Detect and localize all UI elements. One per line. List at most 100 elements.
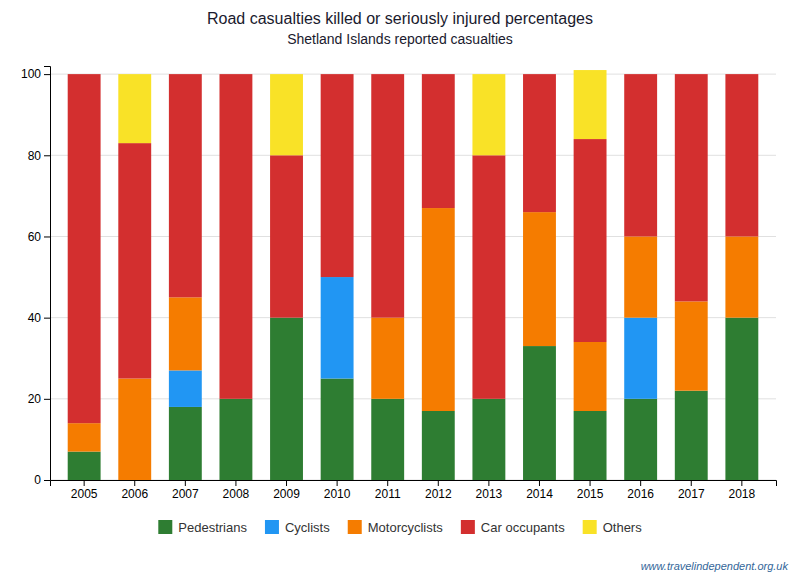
bar-segment	[574, 342, 607, 411]
bar-segment	[624, 236, 657, 317]
bar-segment	[270, 318, 303, 480]
tick: 2011	[375, 480, 401, 501]
grid	[50, 74, 776, 480]
bar-segment	[270, 74, 303, 155]
tick-label: 0	[34, 473, 41, 487]
bar-segment	[422, 411, 455, 480]
legend-label: Pedestrians	[178, 520, 247, 535]
x-axis: 2005200620072008200920102011201220132014…	[51, 480, 777, 501]
tick-label: 2007	[172, 487, 199, 501]
tick-mark	[44, 480, 50, 481]
bar-segment	[523, 212, 556, 346]
tick-mark	[84, 480, 85, 486]
tick-label: 2010	[324, 487, 351, 501]
bar-segment	[523, 74, 556, 75]
tick-label: 2017	[678, 487, 705, 501]
tick: 2010	[324, 480, 351, 501]
axis-line	[51, 481, 777, 487]
bar-segment	[219, 399, 252, 480]
y-axis: 020406080100	[21, 67, 51, 488]
bar-segment	[574, 411, 607, 480]
tick-label: 2008	[223, 487, 250, 501]
grid-line	[50, 155, 776, 156]
tick-label: 2009	[273, 487, 300, 501]
tick: 60	[28, 230, 50, 244]
legend-swatch	[265, 520, 279, 534]
tick: 2009	[273, 480, 300, 501]
axis-line	[44, 67, 51, 481]
bar-segment	[574, 70, 607, 139]
tick: 2005	[71, 480, 98, 501]
tick-label: 40	[28, 311, 42, 325]
bar-segment	[118, 379, 151, 480]
bar-segment	[422, 74, 455, 208]
bar-segment	[371, 74, 404, 75]
legend-item: Motorcyclists	[348, 520, 444, 535]
bar-segment	[574, 139, 607, 342]
legend-swatch	[583, 520, 597, 534]
tick: 80	[28, 149, 50, 163]
tick: 2012	[425, 480, 452, 501]
tick-mark	[691, 480, 692, 486]
bar-segment	[68, 452, 101, 480]
bar-segment	[118, 143, 151, 378]
tick: 40	[28, 311, 50, 325]
chart-svg: Road casualties killed or seriously inju…	[0, 0, 800, 580]
bar-segment	[472, 74, 505, 155]
bar-segment	[371, 399, 404, 480]
bar-segment	[675, 301, 708, 390]
tick: 2014	[526, 480, 553, 501]
bar-segment	[68, 74, 101, 423]
tick-label: 2016	[627, 487, 654, 501]
bar-segment	[371, 74, 404, 318]
bar-segment	[371, 318, 404, 399]
tick-mark	[438, 480, 439, 486]
bar-segment	[321, 74, 354, 277]
legend-swatch	[348, 520, 362, 534]
tick: 2007	[172, 480, 199, 501]
tick: 2016	[627, 480, 654, 501]
tick-mark	[44, 318, 50, 319]
bar-segment	[219, 74, 252, 399]
tick-mark	[185, 480, 186, 486]
legend-item: Pedestrians	[158, 520, 247, 535]
tick: 0	[34, 473, 50, 487]
bar-segment	[422, 74, 455, 75]
bar-segment	[624, 399, 657, 480]
tick-mark	[44, 155, 50, 156]
bar-segment	[472, 399, 505, 480]
tick-mark	[44, 399, 50, 400]
legend-item: Cyclists	[265, 520, 330, 535]
legend-swatch	[461, 520, 475, 534]
bar-segment	[169, 74, 202, 75]
annotation: www.travelindependent.org.uk	[641, 560, 789, 572]
bar-segment	[523, 346, 556, 480]
bar-segment	[68, 74, 101, 75]
bar-segment	[725, 318, 758, 480]
bar-segment	[422, 208, 455, 411]
legend: Pedestrians Cyclists Motorcyclists Car occu…	[158, 520, 642, 535]
subtitle: Shetland Islands reported casualties	[287, 31, 513, 47]
tick-label: 80	[28, 149, 42, 163]
tick-mark	[134, 480, 135, 486]
bar-segment	[624, 74, 657, 236]
tick: 2008	[223, 480, 250, 501]
bar-segment	[523, 74, 556, 212]
bar-segment	[169, 297, 202, 370]
tick-label: 2011	[375, 487, 401, 501]
legend-item: Car occupants	[461, 520, 565, 535]
legend-label: Cyclists	[285, 520, 330, 535]
tick: 2017	[678, 480, 705, 501]
bar-segment	[725, 236, 758, 317]
tick-label: 2015	[577, 487, 604, 501]
bar-segment	[321, 74, 354, 75]
bar-segment	[169, 407, 202, 480]
tick-label: 2014	[526, 487, 553, 501]
tick-mark	[741, 480, 742, 486]
legend-item: Others	[583, 520, 643, 535]
bar-segment	[219, 74, 252, 75]
tick: 2013	[476, 480, 503, 501]
legend-label: Motorcyclists	[368, 520, 444, 535]
tick-label: 2005	[71, 487, 98, 501]
bar-segment	[624, 74, 657, 75]
